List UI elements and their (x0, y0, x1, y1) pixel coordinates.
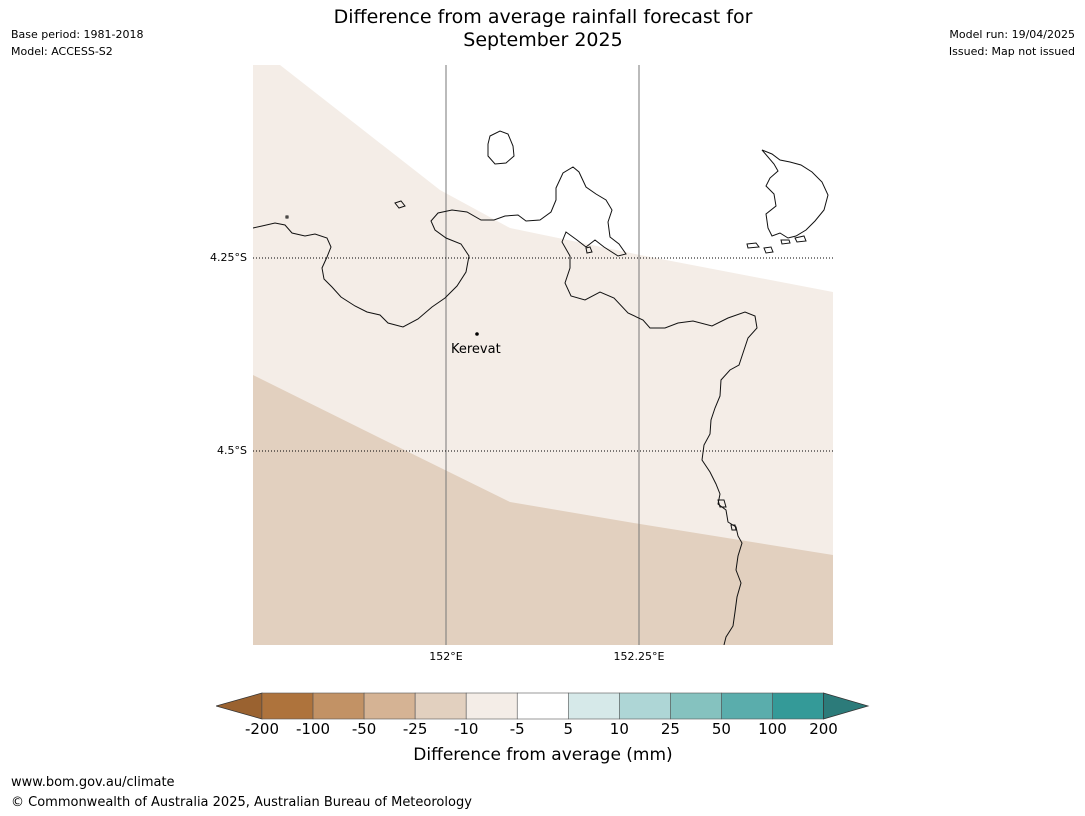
colorbar-segment (414, 692, 467, 720)
coastline-islet-east-4 (794, 235, 807, 243)
coastlines (253, 130, 829, 645)
coastline-island-northeast (761, 149, 829, 239)
colorbar-title: Difference from average (mm) (413, 745, 673, 765)
colorbar-tick-label: -5 (509, 720, 525, 738)
map-metadata-right: Model run: 19/04/2025 Issued: Map not is… (949, 26, 1075, 60)
coastline-islet-east-5 (585, 246, 593, 254)
colorbar-tick-label: 100 (758, 720, 787, 738)
issued-status: Issued: Map not issued (948, 45, 1075, 58)
colorbar-tick-label: 5 (563, 720, 574, 738)
colorbar-segment (670, 692, 722, 720)
map-title: Difference from average rainfall forecas… (243, 6, 843, 52)
footer-url: www.bom.gov.au/climate (11, 775, 175, 790)
colorbar-tick-label: 10 (609, 720, 629, 738)
colorbar-arrow-low (216, 692, 263, 720)
coastline-islet-east-6 (717, 499, 727, 508)
colorbar-arrow-high (823, 692, 870, 720)
lon-label-152-25: 152.25°E (613, 650, 665, 663)
colorbar-tick-label: -25 (402, 720, 428, 738)
rainfall-band-dark (253, 375, 833, 645)
coastline-island-north (487, 130, 515, 165)
model-name: Model: ACCESS-S2 (11, 45, 113, 58)
coastline-islet-east-3 (780, 239, 791, 245)
colorbar-segment (261, 692, 314, 720)
place-label-kerevat: Kerevat (451, 342, 501, 357)
coastline-islet-west (394, 200, 406, 209)
lat-label-4-25: 4.25°S (210, 251, 247, 264)
colorbar-tick-label: -100 (296, 720, 331, 738)
map-svg (253, 65, 833, 645)
title-line-1: Difference from average rainfall forecas… (333, 6, 753, 28)
colorbar-tick-label: 200 (809, 720, 838, 738)
colorbar-segment (772, 692, 824, 720)
colorbar-tick-label: -200 (244, 720, 280, 738)
colorbar-segment (567, 692, 620, 720)
coastline-new-britain (253, 166, 758, 645)
title-line-2: September 2025 (463, 29, 623, 51)
colorbar-tick-label: 25 (660, 720, 680, 738)
colorbar-segment (465, 692, 518, 720)
colorbar-segment (312, 692, 365, 720)
map-area: 4.25°S 4.5°S 152°E 152.25°E Kerevat (210, 65, 833, 663)
coastline-islet-small (285, 215, 289, 219)
lat-label-4-5: 4.5°S (217, 444, 247, 457)
base-period: Base period: 1981-2018 (11, 28, 144, 41)
lon-label-152: 152°E (429, 650, 463, 663)
coastline-islet-east-1 (746, 242, 760, 249)
colorbar-tick-label: -10 (453, 720, 479, 738)
model-run: Model run: 19/04/2025 (949, 28, 1075, 41)
kerevat-marker (475, 332, 479, 336)
map-metadata-left: Base period: 1981-2018 Model: ACCESS-S2 (11, 26, 143, 60)
colorbar-tick-label: -50 (351, 720, 377, 738)
coastline-islet-east-7 (730, 524, 737, 531)
coastline-islet-east-2 (763, 246, 774, 254)
colorbar-segment (363, 692, 416, 720)
colorbar-segment (721, 692, 773, 720)
footer-copyright: © Commonwealth of Australia 2025, Austra… (11, 795, 472, 810)
colorbar (216, 692, 870, 720)
colorbar-segment (516, 692, 569, 720)
colorbar-tick-label: 50 (711, 720, 731, 738)
colorbar-segment (619, 692, 671, 720)
